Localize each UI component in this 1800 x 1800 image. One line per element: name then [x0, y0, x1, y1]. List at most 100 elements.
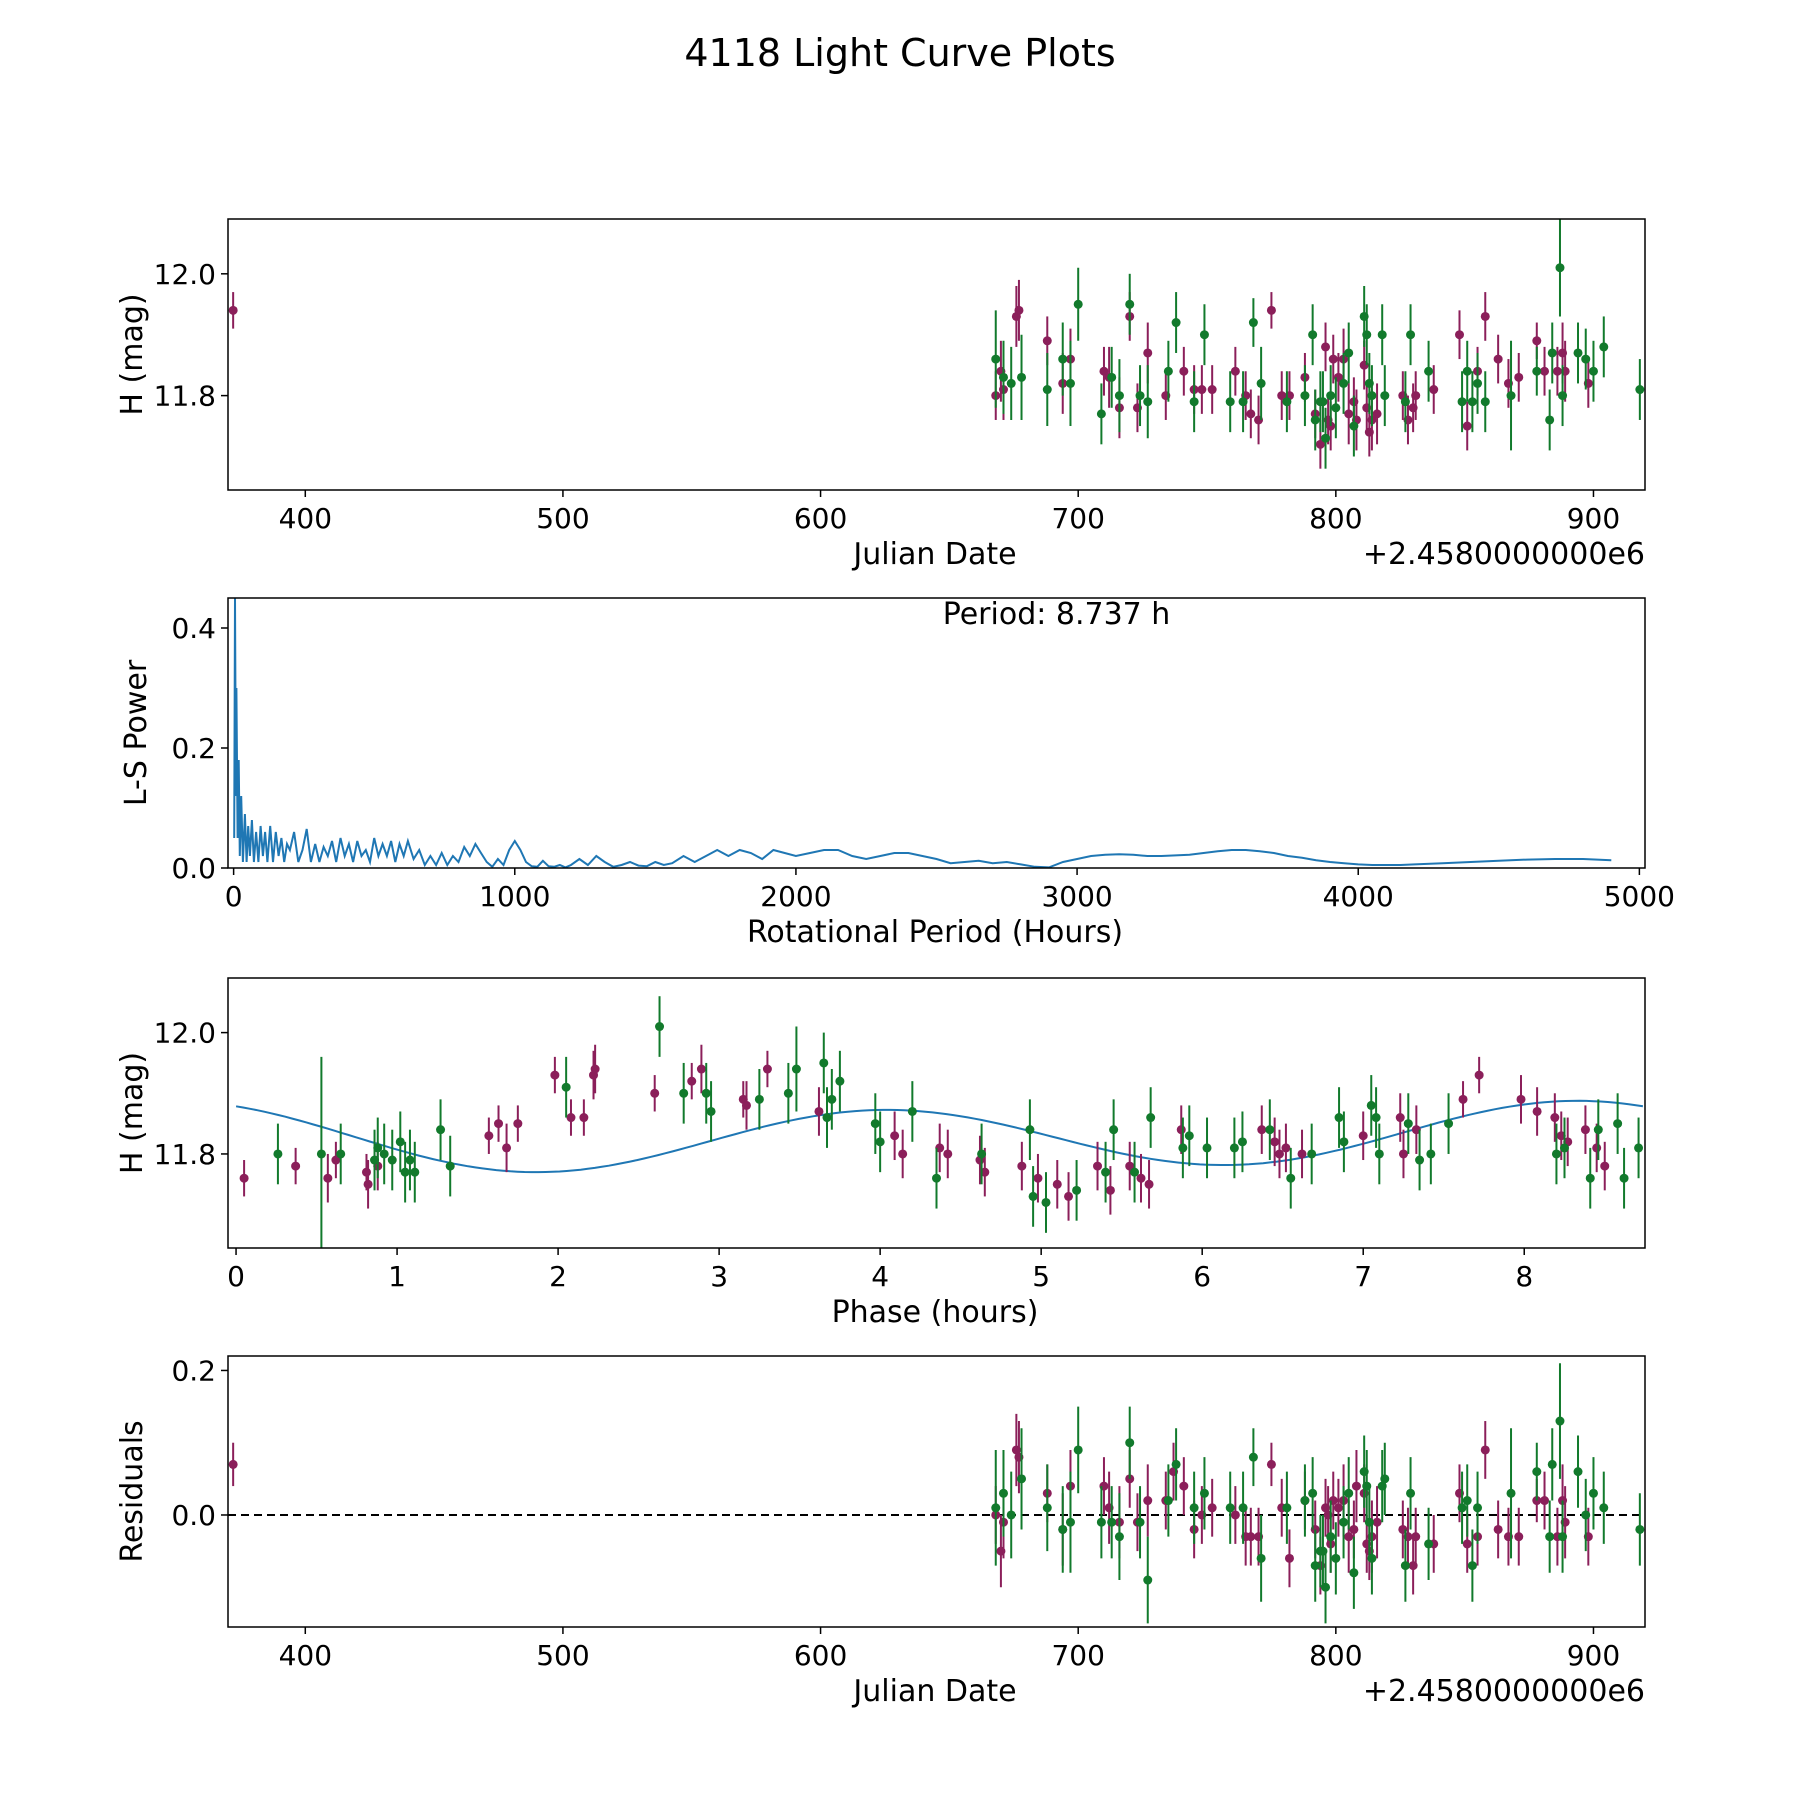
marker	[1101, 1167, 1111, 1177]
marker	[363, 1179, 373, 1189]
data-point	[1406, 304, 1416, 366]
marker	[1480, 311, 1490, 321]
marker	[1136, 1173, 1146, 1183]
data-point	[1398, 1129, 1408, 1179]
data-point	[566, 1099, 576, 1136]
marker	[1256, 1553, 1266, 1563]
data-point	[1282, 371, 1292, 433]
data-point	[1058, 1486, 1068, 1573]
data-point	[1318, 371, 1328, 433]
data-point	[1093, 1141, 1103, 1191]
marker	[1017, 1161, 1027, 1171]
data-point	[1457, 1471, 1467, 1544]
data-point	[1256, 346, 1266, 420]
data-point	[1017, 334, 1027, 420]
marker	[1107, 372, 1117, 382]
marker	[1372, 409, 1382, 419]
marker	[445, 1161, 455, 1171]
data-point	[1281, 1123, 1291, 1173]
marker	[1105, 1185, 1115, 1195]
marker	[1444, 1119, 1454, 1129]
marker	[1545, 1532, 1555, 1542]
data-point	[754, 1069, 764, 1130]
residuals-panel: 400 500 600 700 800 900 0.0 0.2 Julian Date Resid…	[115, 1354, 1646, 1709]
y-tick-label: 0.2	[171, 1354, 216, 1387]
x-tick-label: 700	[1051, 502, 1104, 535]
y-tick-label: 11.8	[154, 380, 216, 413]
x-tick-label: 700	[1051, 1639, 1104, 1672]
marker	[1380, 1474, 1390, 1484]
marker	[1178, 1143, 1188, 1153]
marker	[1367, 391, 1377, 401]
marker	[1058, 1524, 1068, 1534]
data-point	[1237, 1111, 1247, 1173]
marker	[1545, 415, 1555, 425]
marker	[1619, 1173, 1629, 1183]
marker	[1372, 1517, 1382, 1527]
marker	[1238, 397, 1248, 407]
data-point	[655, 996, 665, 1057]
data-point	[1367, 1522, 1377, 1595]
marker	[1072, 1185, 1082, 1195]
marker	[1349, 1524, 1359, 1534]
data-point	[741, 1081, 751, 1130]
data-point	[1400, 371, 1410, 433]
data-point	[1300, 365, 1310, 427]
data-point	[331, 1141, 341, 1179]
marker	[1143, 1575, 1153, 1585]
marker	[361, 1167, 371, 1177]
marker	[1555, 263, 1565, 273]
marker	[566, 1113, 576, 1123]
marker	[1457, 1503, 1467, 1513]
marker	[1073, 1445, 1083, 1455]
marker	[1315, 439, 1325, 449]
light-curve-series-purple	[228, 279, 1593, 469]
data-point	[1135, 1486, 1145, 1559]
data-point	[1143, 1464, 1153, 1537]
marker	[1130, 1167, 1140, 1177]
data-point	[1366, 1075, 1376, 1136]
marker	[1171, 1459, 1181, 1469]
data-point	[1171, 1428, 1181, 1501]
marker	[1493, 1524, 1503, 1534]
marker	[1585, 1173, 1595, 1183]
data-point	[1467, 371, 1477, 433]
data-point	[1189, 371, 1199, 433]
marker	[1473, 1503, 1483, 1513]
data-point	[1634, 1117, 1644, 1179]
data-point	[1326, 365, 1336, 427]
data-point	[1462, 340, 1472, 402]
marker	[1349, 1568, 1359, 1578]
data-point	[932, 1147, 941, 1209]
data-point	[762, 1050, 772, 1088]
data-point	[1516, 1075, 1526, 1124]
marker	[1592, 1143, 1602, 1153]
data-point	[1308, 1457, 1318, 1530]
data-point	[1065, 340, 1075, 427]
marker	[1493, 354, 1503, 364]
data-point	[1333, 1478, 1343, 1537]
marker	[1573, 348, 1583, 358]
data-point	[1532, 346, 1542, 396]
marker	[1532, 1106, 1542, 1116]
x-tick-label: 400	[279, 1639, 332, 1672]
marker	[1599, 1503, 1609, 1513]
marker	[1176, 1125, 1186, 1135]
data-point	[1362, 304, 1372, 366]
marker	[1277, 391, 1287, 401]
marker	[1135, 391, 1145, 401]
data-point	[1101, 1141, 1111, 1203]
marker	[1017, 372, 1027, 382]
marker	[1540, 366, 1550, 376]
marker	[1093, 1161, 1103, 1171]
marker	[1266, 1459, 1276, 1469]
data-point	[1310, 389, 1320, 451]
marker	[1135, 1517, 1145, 1527]
data-point	[1559, 1117, 1569, 1179]
marker	[1058, 354, 1068, 364]
periodogram-axes-frame	[227, 597, 1646, 869]
marker	[273, 1149, 283, 1159]
data-point	[1585, 1147, 1595, 1209]
marker	[1555, 1416, 1565, 1426]
data-point	[650, 1075, 660, 1112]
